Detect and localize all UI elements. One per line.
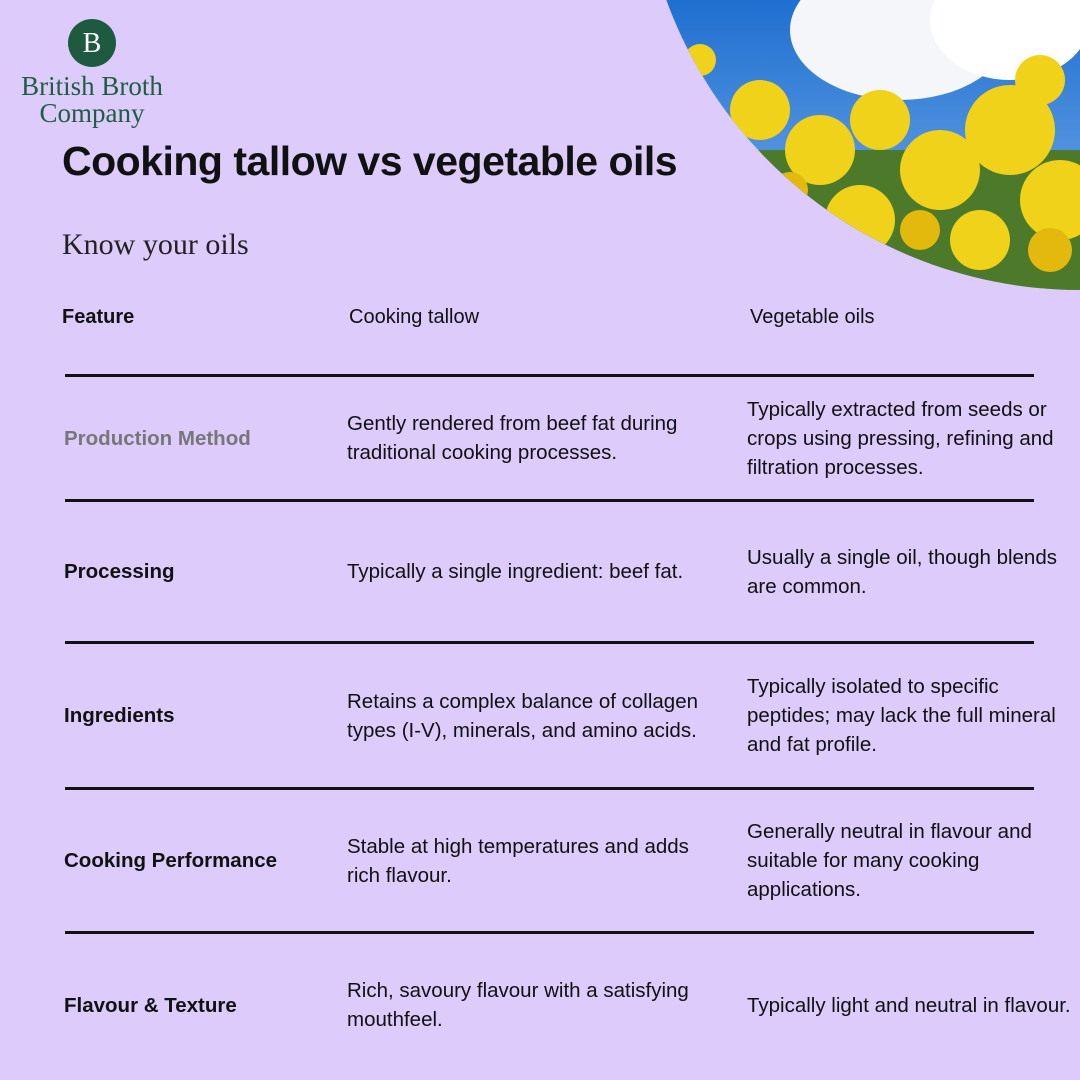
table-cell: Typically isolated to specific peptides;…	[747, 675, 1056, 756]
table-cell: Typically a single ingredient: beef fat.	[347, 560, 684, 583]
table-cell-box: Rich, savoury flavour with a satisfying …	[347, 934, 712, 1076]
table-cell: Gently rendered from beef fat during tra…	[347, 412, 678, 464]
table-cell-box: Gently rendered from beef fat during tra…	[347, 377, 712, 499]
title: Cooking tallow vs vegetable oils	[62, 138, 678, 184]
table-cell-box: Stable at high temperatures and adds ric…	[347, 790, 712, 931]
table-cell-box: Generally neutral in flavour and suitabl…	[747, 790, 1077, 931]
table-cell: Typically light and neutral in flavour.	[747, 993, 1071, 1017]
row-divider	[65, 641, 1034, 644]
table-cell: Rich, savoury flavour with a satisfying …	[347, 979, 689, 1031]
header-cell: Feature	[62, 306, 135, 328]
table-cell-box: Ingredients	[64, 644, 334, 787]
row-label: Production Method	[64, 426, 251, 450]
row-label: Flavour & Texture	[64, 993, 237, 1017]
table-cell-box: Cooking Performance	[64, 790, 334, 931]
table-cell-box: Typically extracted from seeds or crops …	[747, 377, 1077, 499]
header-cell: Vegetable oils	[750, 306, 875, 328]
table-cell: Retains a complex balance of collagen ty…	[347, 689, 698, 742]
table-cell-box: Retains a complex balance of collagen ty…	[347, 644, 712, 787]
row-divider	[65, 374, 1034, 377]
row-divider	[65, 931, 1034, 934]
row-label: Ingredients	[64, 704, 175, 727]
table-cell: Typically extracted from seeds or crops …	[747, 397, 1054, 479]
table-cell-box: Flavour & Texture	[64, 934, 334, 1076]
logo-mark: B	[68, 19, 116, 67]
row-divider	[65, 499, 1034, 502]
table-cell-box: Usually a single oil, though blends are …	[747, 502, 1077, 641]
table-cell-box: Processing	[64, 502, 334, 641]
row-label: Cooking Performance	[64, 849, 278, 872]
row-label: Processing	[64, 560, 175, 583]
table-cell: Stable at high temperatures and adds ric…	[347, 834, 689, 887]
table-cell-box: Typically light and neutral in flavour.	[747, 934, 1077, 1076]
logo-line: Company	[39, 98, 145, 128]
header-cell: Cooking tallow	[349, 306, 480, 328]
table-cell-box: Typically isolated to specific peptides;…	[747, 644, 1077, 787]
table-cell-box: Typically a single ingredient: beef fat.	[347, 502, 712, 641]
logo-line: British Broth	[21, 71, 163, 101]
logo-initial: B	[83, 28, 102, 59]
table-cell: Generally neutral in flavour and suitabl…	[747, 820, 1032, 901]
hero-image	[640, 0, 1080, 290]
table-cell-box: Production Method	[64, 377, 334, 499]
row-divider	[65, 787, 1034, 790]
table-cell: Usually a single oil, though blends are …	[747, 545, 1057, 598]
subtitle: Know your oils	[62, 228, 249, 261]
